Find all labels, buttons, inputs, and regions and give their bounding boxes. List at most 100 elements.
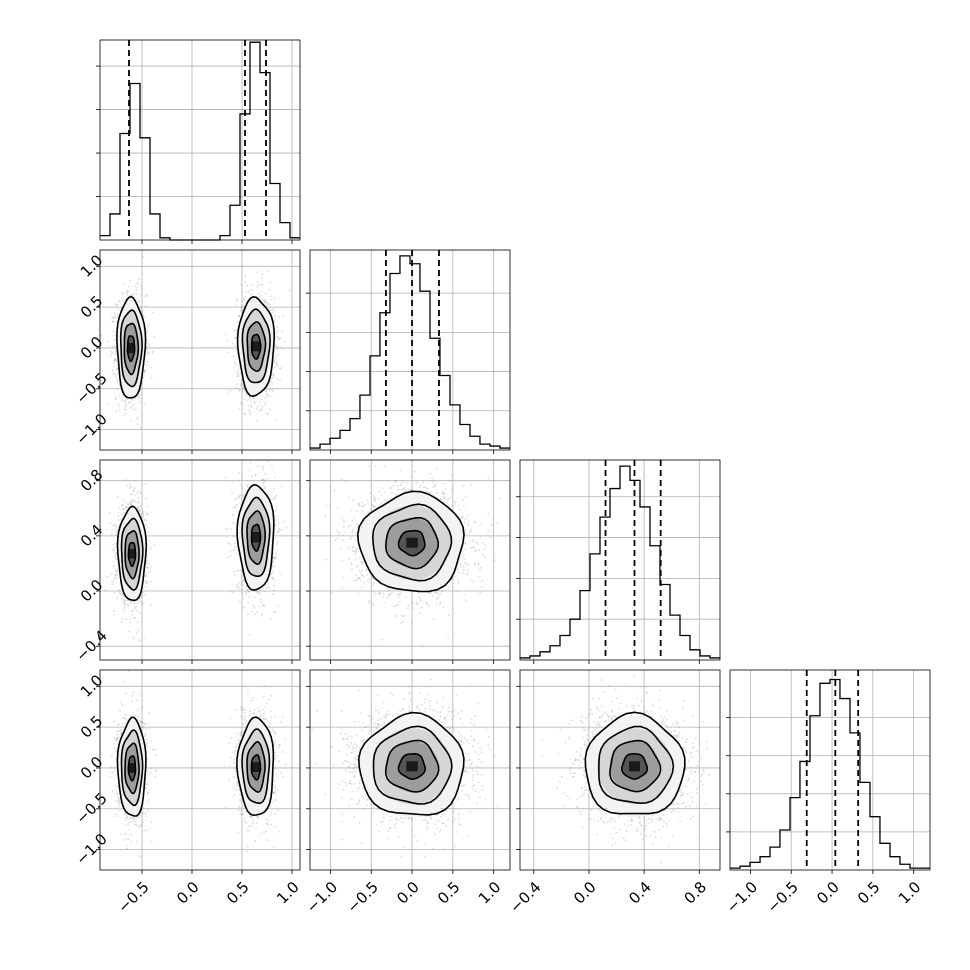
- histogram-bin: [570, 619, 580, 660]
- histogram-bin: [750, 862, 760, 870]
- contour-line-1: [246, 321, 267, 373]
- histogram-bin: [760, 857, 770, 870]
- contour-line-1: [124, 530, 140, 580]
- histogram-bin: [700, 656, 710, 660]
- histogram-bin: [870, 817, 880, 870]
- x-tick-label: 0.0: [570, 878, 600, 908]
- contour-line-0: [127, 755, 137, 782]
- histogram-bin: [270, 183, 280, 240]
- contour-line-2: [120, 729, 144, 807]
- x-tick-label: 0.0: [173, 878, 203, 908]
- contour-line-3: [356, 490, 465, 593]
- histogram-bin: [560, 636, 570, 660]
- contour-line-2: [119, 309, 143, 388]
- marginal-1-frame: [309, 249, 511, 451]
- histogram-bin: [150, 214, 160, 240]
- histogram-bin: [390, 274, 400, 450]
- contour-line-2: [120, 517, 144, 591]
- x-tick-label: 0.5: [854, 878, 884, 908]
- contour-line-1: [246, 740, 266, 793]
- histogram-bin: [880, 843, 890, 870]
- density-peak: [252, 532, 260, 543]
- contour-line-0: [397, 529, 426, 557]
- x-tick-label: −0.5: [114, 878, 152, 916]
- x-tick-label: 0.5: [434, 878, 464, 908]
- contour-line-0: [620, 753, 649, 780]
- density-peak: [128, 763, 136, 773]
- x-tick-label: 1.0: [895, 878, 925, 908]
- contour-line-3: [116, 295, 147, 399]
- contour-line-1: [384, 739, 440, 793]
- x-tick-label: −0.4: [506, 878, 544, 916]
- pair-0-3-frame: [99, 669, 301, 871]
- contour-line-0: [397, 752, 427, 781]
- histogram-bin: [440, 375, 450, 450]
- marginal-2-frame: [519, 459, 721, 661]
- contour-line-2: [371, 503, 453, 582]
- contour-line-0: [250, 753, 262, 781]
- histogram-bin: [230, 205, 240, 240]
- histogram-bin: [800, 761, 810, 870]
- pair-panel-1-3: [309, 669, 511, 871]
- contour-line-0: [127, 541, 137, 568]
- x-tick-label: 0.0: [813, 878, 843, 908]
- y-tick-label: 1.0: [77, 671, 107, 701]
- pair-0-1-frame: [99, 249, 301, 451]
- density-peak: [406, 761, 418, 772]
- density-peak: [128, 549, 136, 559]
- contour-line-2: [372, 725, 453, 805]
- marginal-panel-0: [96, 39, 301, 241]
- contour-line-1: [124, 742, 140, 795]
- contour-line-1: [609, 739, 662, 793]
- marginal-0-frame: [99, 39, 301, 241]
- contour-line-3: [236, 484, 275, 591]
- histogram-bin: [640, 507, 650, 660]
- histogram-step: [730, 678, 930, 869]
- contour-line-2: [598, 725, 675, 805]
- x-tick-label: 1.0: [475, 878, 505, 908]
- x-tick-label: −1.0: [723, 878, 761, 916]
- x-tick-label: −0.5: [763, 878, 801, 916]
- x-tick-label: −1.0: [303, 878, 341, 916]
- marginal-panel-3: [726, 669, 931, 871]
- histogram-bin: [260, 73, 270, 240]
- histogram-bin: [740, 866, 750, 870]
- y-tick-label: 0.0: [77, 576, 107, 606]
- histogram-bin: [140, 138, 150, 240]
- pair-1-3-frame: [309, 669, 511, 871]
- histogram-bin: [370, 356, 380, 450]
- histogram-bin: [550, 646, 560, 660]
- y-tick-label: 0.8: [77, 466, 107, 496]
- histogram-bin: [780, 830, 790, 870]
- histogram-bin: [110, 214, 120, 240]
- y-tick-label: 0.5: [77, 292, 107, 322]
- density-peak: [127, 342, 135, 354]
- histogram-bin: [650, 546, 660, 660]
- contour-line-2: [241, 728, 271, 804]
- histogram-bin: [340, 430, 350, 450]
- y-tick-label: 1.0: [77, 251, 107, 281]
- histogram-bin: [840, 699, 850, 870]
- pair-1-2-frame: [309, 459, 511, 661]
- marginal-panel-1: [306, 249, 511, 451]
- y-tick-label: 0.0: [77, 333, 107, 363]
- histogram-bin: [770, 847, 780, 870]
- histogram-bin: [810, 716, 820, 870]
- pair-panel-1-2: [309, 459, 511, 661]
- density-peak: [252, 341, 260, 352]
- histogram-bin: [580, 591, 590, 660]
- y-tick-label: 0.4: [77, 521, 107, 551]
- histogram-bin: [220, 236, 230, 240]
- contour-line-3: [236, 716, 275, 817]
- contour-line-0: [126, 335, 136, 363]
- histogram-bin: [350, 419, 360, 450]
- marginal-panel-2: [516, 459, 721, 661]
- pair-panel-2-3: [519, 669, 721, 871]
- density-peak: [252, 762, 260, 773]
- histogram-bin: [380, 313, 390, 450]
- histogram-bin: [820, 683, 830, 870]
- histogram-bin: [670, 615, 680, 660]
- histogram-bin: [460, 425, 470, 450]
- histogram-bin: [590, 554, 600, 660]
